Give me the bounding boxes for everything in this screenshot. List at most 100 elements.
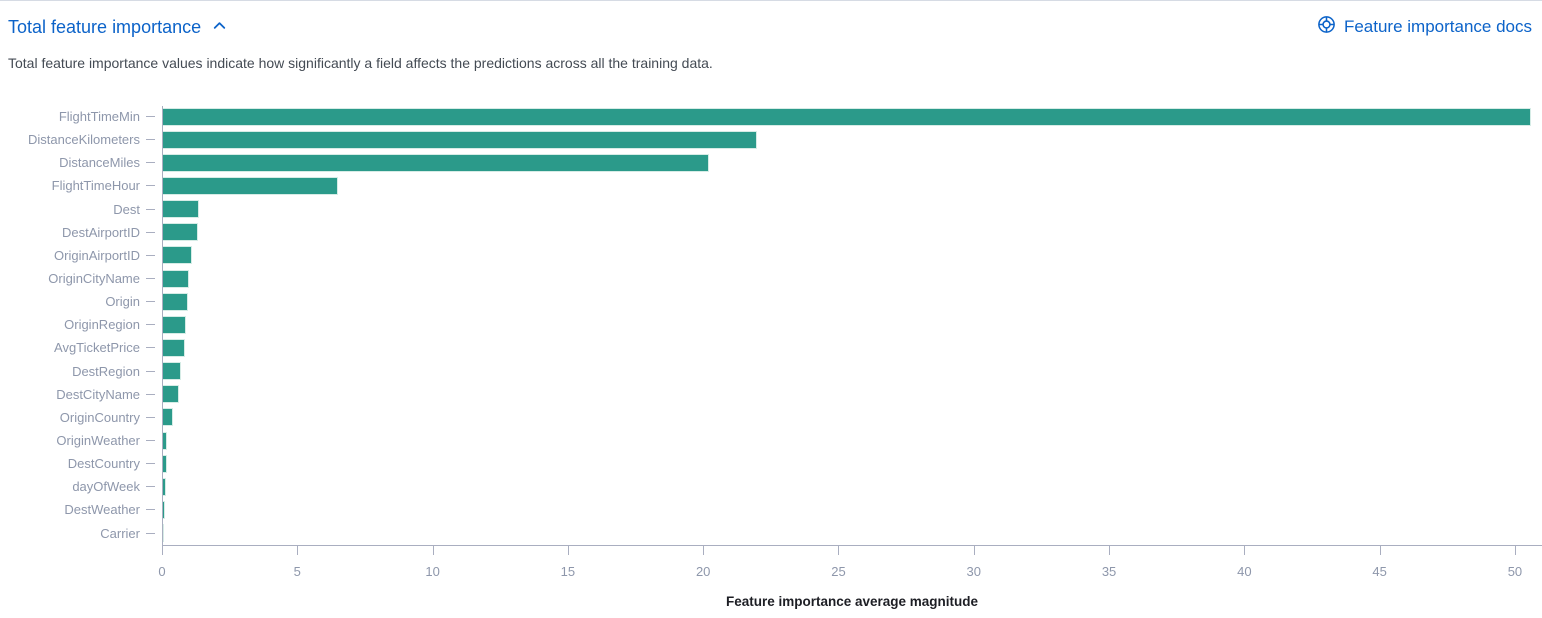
chart-row: DistanceKilometers xyxy=(0,128,1542,151)
bar-Origin[interactable] xyxy=(162,292,188,311)
chart-row: OriginRegion xyxy=(0,313,1542,336)
y-tick-mark xyxy=(146,463,155,465)
y-tick-mark xyxy=(146,301,155,303)
chart-row: AvgTicketPrice xyxy=(0,336,1542,359)
y-axis-label: DistanceKilometers xyxy=(28,132,140,148)
x-tick-mark xyxy=(567,545,569,555)
docs-link-label: Feature importance docs xyxy=(1343,17,1532,36)
bar-FlightTimeHour[interactable] xyxy=(162,176,338,195)
total-feature-importance-accordion-toggle[interactable]: Total feature importance xyxy=(8,14,228,40)
x-tick-label: 40 xyxy=(1237,563,1252,579)
x-tick-mark xyxy=(297,545,299,555)
y-tick-mark xyxy=(146,185,155,187)
x-tick-label: 10 xyxy=(425,563,440,579)
section-title: Total feature importance xyxy=(8,17,202,37)
section-header: Total feature importance Feature importa… xyxy=(0,13,1542,41)
bar-track xyxy=(162,315,1542,334)
x-tick-label: 35 xyxy=(1101,563,1117,579)
bar-track xyxy=(162,338,1542,357)
bar-DistanceMiles[interactable] xyxy=(162,153,709,172)
feature-importance-docs-link[interactable]: Feature importance docs xyxy=(1317,15,1532,39)
y-axis-label: OriginRegion xyxy=(64,317,140,333)
y-axis-label: DestRegion xyxy=(72,363,140,379)
y-tick-mark xyxy=(146,347,155,349)
chart-row: DestRegion xyxy=(0,360,1542,383)
bar-FlightTimeMin[interactable] xyxy=(162,107,1532,126)
x-tick-label: 30 xyxy=(966,563,981,579)
chart-row: Carrier xyxy=(0,522,1542,545)
chart-row: OriginCityName xyxy=(0,267,1542,290)
x-tick-label: 15 xyxy=(560,563,576,579)
y-tick-mark xyxy=(146,162,155,164)
bar-OriginRegion[interactable] xyxy=(162,315,187,334)
bar-track xyxy=(162,223,1542,242)
y-axis-line xyxy=(162,106,163,545)
y-axis-label: Carrier xyxy=(100,525,140,541)
y-tick-mark xyxy=(146,486,155,488)
y-axis-label: OriginWeather xyxy=(56,433,140,449)
chart-row: OriginAirportID xyxy=(0,244,1542,267)
chart-row: DestWeather xyxy=(0,498,1542,521)
bar-OriginAirportID[interactable] xyxy=(162,246,192,265)
bar-track xyxy=(162,362,1542,381)
bar-track xyxy=(162,246,1542,265)
y-axis-label: OriginCityName xyxy=(48,271,140,287)
y-tick-mark xyxy=(146,324,155,326)
y-axis-label: DestWeather xyxy=(64,502,140,518)
bar-OriginCountry[interactable] xyxy=(162,408,174,427)
chart-row: OriginWeather xyxy=(0,429,1542,452)
x-tick-mark xyxy=(1514,545,1516,555)
bar-track xyxy=(162,500,1542,519)
x-axis-title: Feature importance average magnitude xyxy=(725,593,979,609)
x-tick-mark xyxy=(1109,545,1111,555)
bar-AvgTicketPrice[interactable] xyxy=(162,338,185,357)
x-tick-label: 50 xyxy=(1507,563,1523,579)
y-axis-label: DestCountry xyxy=(67,456,140,472)
y-tick-mark xyxy=(146,208,155,210)
section-description: Total feature importance values indicate… xyxy=(8,55,713,71)
y-axis-label: OriginCountry xyxy=(59,409,140,425)
help-lifebuoy-icon xyxy=(1317,15,1336,39)
x-tick-mark xyxy=(973,545,975,555)
y-axis-label: dayOfWeek xyxy=(72,479,140,495)
feature-importance-chart: FlightTimeMin DistanceKilometers DistanceM… xyxy=(0,105,1542,617)
x-tick-mark xyxy=(432,545,434,555)
bar-track xyxy=(162,269,1542,288)
y-tick-mark xyxy=(146,116,155,118)
bar-DestRegion[interactable] xyxy=(162,362,182,381)
chevron-up-icon xyxy=(211,17,228,37)
x-tick-mark xyxy=(1244,545,1246,555)
chart-row: DestCityName xyxy=(0,383,1542,406)
bar-track xyxy=(162,130,1542,149)
chart-row: FlightTimeHour xyxy=(0,174,1542,197)
chart-row: Origin xyxy=(0,290,1542,313)
x-tick-mark xyxy=(162,545,163,555)
y-axis-label: Origin xyxy=(105,294,140,310)
y-tick-mark xyxy=(146,509,155,511)
bar-OriginCityName[interactable] xyxy=(162,269,190,288)
y-axis-label: DestAirportID xyxy=(61,224,140,240)
y-axis-label: Dest xyxy=(113,201,140,217)
y-tick-mark xyxy=(146,416,155,418)
x-tick-label: 45 xyxy=(1372,563,1387,579)
bar-DestCityName[interactable] xyxy=(162,385,179,404)
x-axis: 0 5 10 15 20 25 30 35 40 45 50 Feature importance … xyxy=(158,544,1542,617)
y-tick-mark xyxy=(146,370,155,372)
y-tick-mark xyxy=(146,278,155,280)
x-tick-label: 20 xyxy=(695,563,711,579)
y-axis-label: DestCityName xyxy=(56,386,140,402)
bar-DistanceKilometers[interactable] xyxy=(162,130,758,149)
chart-row: OriginCountry xyxy=(0,406,1542,429)
x-tick-mark xyxy=(703,545,705,555)
bar-DestAirportID[interactable] xyxy=(162,223,198,242)
x-axis-line xyxy=(162,544,1542,546)
bar-track xyxy=(162,408,1542,427)
y-axis-label: AvgTicketPrice xyxy=(54,340,140,356)
y-tick-mark xyxy=(146,532,155,534)
y-tick-mark xyxy=(146,393,155,395)
chart-row: FlightTimeMin xyxy=(0,105,1542,128)
bar-track xyxy=(162,176,1542,195)
bar-Dest[interactable] xyxy=(162,200,200,219)
chart-row: dayOfWeek xyxy=(0,475,1542,498)
